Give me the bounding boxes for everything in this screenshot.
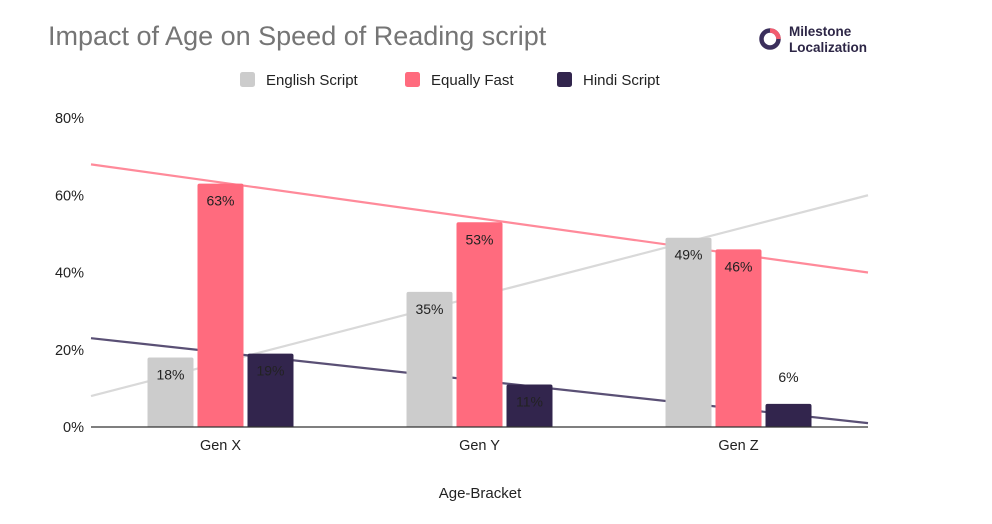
data-label-english-script-gen-y: 35% xyxy=(415,301,443,317)
bar-hindi-script-gen-y xyxy=(506,384,553,427)
y-tick-label: 60% xyxy=(55,188,84,204)
data-label-equally-fast-gen-x: 63% xyxy=(206,193,234,209)
y-tick-label: 40% xyxy=(55,266,84,282)
bar-equally-fast-gen-y xyxy=(456,222,503,427)
legend-swatch xyxy=(405,72,420,87)
data-labels: 18% 63% 19% 35% 53% 11% 49% 46% 6% xyxy=(156,193,798,410)
x-tick-label: Gen Z xyxy=(718,438,758,454)
bar-equally-fast-gen-z xyxy=(715,249,762,427)
legend-label: English Script xyxy=(266,72,359,89)
legend-swatch xyxy=(557,72,572,87)
chart-title: Impact of Age on Speed of Reading script xyxy=(48,21,547,51)
legend: English Script Equally Fast Hindi Script xyxy=(240,72,661,89)
bar-hindi-script-gen-z xyxy=(765,403,812,427)
data-label-english-script-gen-z: 49% xyxy=(674,247,702,263)
y-tick-label: 0% xyxy=(63,420,84,436)
logo-accent-icon xyxy=(769,28,781,40)
bar-english-script-gen-z xyxy=(665,237,712,427)
legend-item-english-script: English Script xyxy=(240,72,359,89)
x-tick-label: Gen Y xyxy=(459,438,500,454)
data-label-equally-fast-gen-y: 53% xyxy=(465,231,493,247)
x-axis-title: Age-Bracket xyxy=(439,485,522,502)
y-axis: 0% 20% 40% 60% 80% xyxy=(55,111,84,436)
data-label-hindi-script-gen-x: 19% xyxy=(256,363,284,379)
bar-english-script-gen-x xyxy=(147,357,194,427)
legend-label: Hindi Script xyxy=(583,72,661,89)
bar-hindi-script-gen-x xyxy=(247,353,294,427)
brand-line-2: Localization xyxy=(789,40,867,55)
bar-equally-fast-gen-x xyxy=(197,183,244,427)
data-label-hindi-script-gen-y: 11% xyxy=(516,394,543,410)
legend-label: Equally Fast xyxy=(431,72,514,89)
bar-english-script-gen-y xyxy=(406,291,453,427)
data-label-hindi-script-gen-z: 6% xyxy=(778,369,798,385)
x-tick-label: Gen X xyxy=(200,438,241,454)
y-tick-label: 80% xyxy=(55,111,84,127)
legend-item-equally-fast: Equally Fast xyxy=(405,72,514,89)
legend-item-hindi-script: Hindi Script xyxy=(557,72,661,89)
data-label-equally-fast-gen-z: 46% xyxy=(724,258,752,274)
bars xyxy=(147,183,812,427)
x-axis: Gen X Gen Y Gen Z xyxy=(200,438,759,454)
brand-line-1: Milestone xyxy=(789,24,852,39)
data-label-english-script-gen-x: 18% xyxy=(156,366,184,382)
legend-swatch xyxy=(240,72,255,87)
brand-logo: Milestone Localization xyxy=(759,24,867,55)
y-tick-label: 20% xyxy=(55,343,84,359)
